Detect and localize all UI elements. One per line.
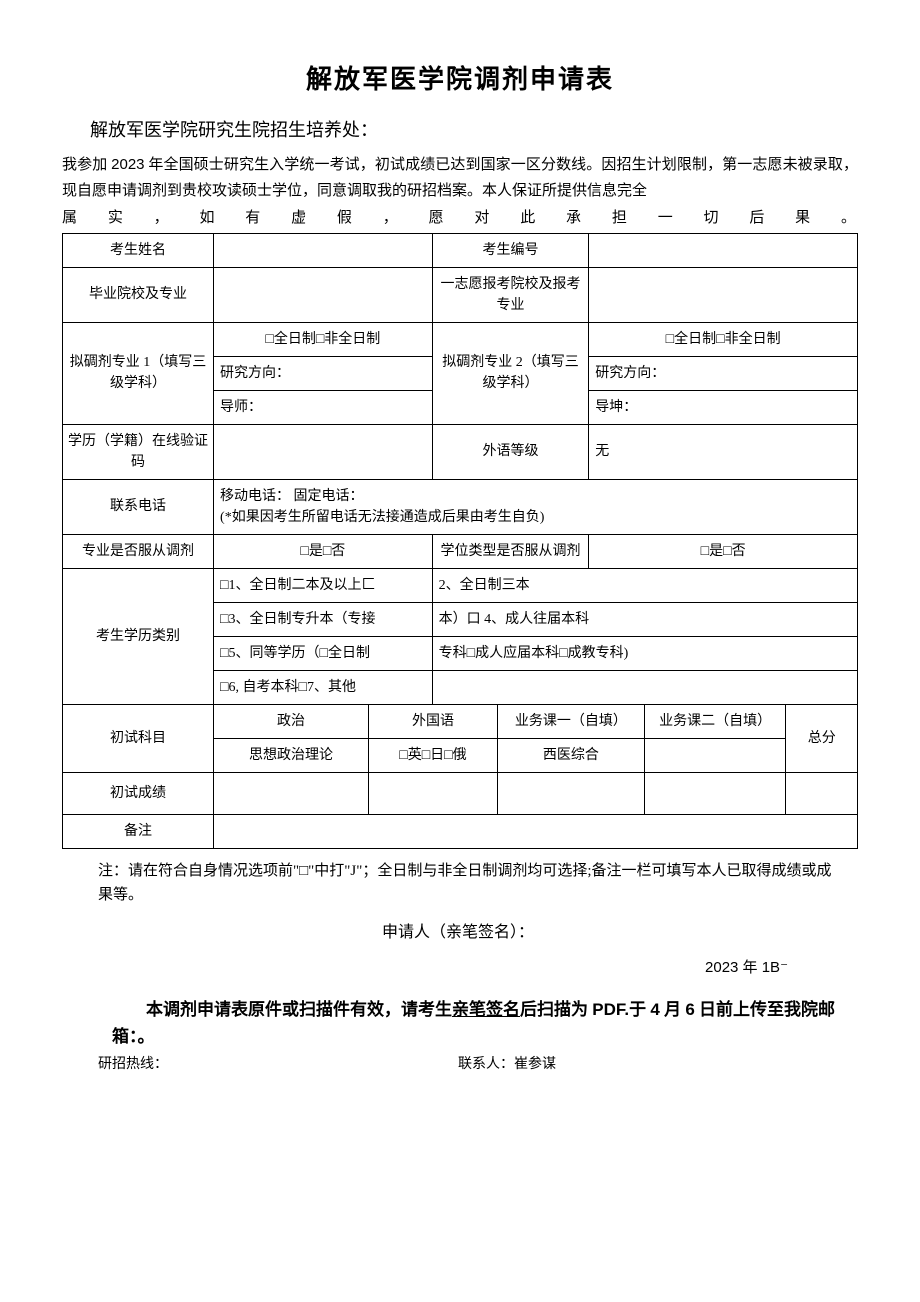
lbl-major2: 拟碉剂专业 2（填写三级学科） — [432, 322, 589, 424]
lbl-foreign: 外国语 — [369, 704, 498, 738]
field-tutor2[interactable]: 导坤： — [589, 390, 858, 424]
contact-line: 研招热线： 联系人：崔参谋 — [62, 1054, 858, 1075]
opt-obey-degree[interactable]: □是□否 — [589, 534, 858, 568]
final-underline: 亲笔签名 — [452, 1000, 520, 1019]
intro-year: 2023 — [111, 156, 144, 173]
field-remark[interactable] — [214, 814, 858, 848]
score-course2[interactable] — [644, 772, 786, 814]
final-p3: 于 — [629, 1000, 650, 1019]
final-d2: 6 — [685, 1000, 694, 1019]
application-form-table: 考生姓名 考生编号 毕业院校及专业 一志愿报考院校及报考专业 拟碉剂专业 1（填… — [62, 233, 858, 849]
field-name[interactable] — [214, 233, 433, 267]
field-direction2[interactable]: 研究方向： — [589, 356, 858, 390]
lbl-firstchoice: 一志愿报考院校及报考专业 — [432, 267, 589, 322]
final-p2: 后扫描为 — [520, 1000, 592, 1019]
field-examno[interactable] — [589, 233, 858, 267]
val-foreign[interactable]: □英□日□俄 — [369, 738, 498, 772]
date-line: 2023 年 1B⁻ — [62, 957, 858, 980]
lbl-examno: 考生编号 — [432, 233, 589, 267]
opt-obey-major[interactable]: □是□否 — [214, 534, 433, 568]
lbl-name: 考生姓名 — [63, 233, 214, 267]
field-langlevel[interactable]: 无 — [589, 424, 858, 479]
val-politics: 思想政治理论 — [214, 738, 369, 772]
edu-r4b[interactable] — [432, 670, 857, 704]
contact-hotline: 研招热线： — [98, 1054, 458, 1075]
field-eduverify[interactable] — [214, 424, 433, 479]
phone-note: (*如果因考生所留电话无法接通造成后果由考生自负) — [220, 507, 853, 528]
field-phone[interactable]: 移动电话： 固定电话： (*如果因考生所留电话无法接通造成后果由考生自负) — [214, 479, 858, 534]
lbl-total: 总分 — [786, 704, 858, 772]
lbl-phone: 联系电话 — [63, 479, 214, 534]
lbl-eduverify: 学历（学籍）在线验证码 — [63, 424, 214, 479]
score-total[interactable] — [786, 772, 858, 814]
lbl-politics: 政治 — [214, 704, 369, 738]
lbl-obey-major: 专业是否服从调剂 — [63, 534, 214, 568]
score-politics[interactable] — [214, 772, 369, 814]
opt-fulltime1[interactable]: □全日制□非全日制 — [214, 322, 433, 356]
phone-val: 移动电话： 固定电话： — [220, 486, 853, 507]
intro-paragraph: 我参加 2023 年全国硕士研究生入学统一考试，初试成绩已达到国家一区分数线。因… — [62, 152, 858, 231]
lbl-langlevel: 外语等级 — [432, 424, 589, 479]
final-p4: 月 — [660, 1000, 686, 1019]
field-tutor1[interactable]: 导师： — [214, 390, 433, 424]
edu-r1b[interactable]: 2、全日制三本 — [432, 568, 857, 602]
final-instruction: 本调剂申请表原件或扫描件有效，请考生亲笔签名后扫描为 PDF.于 4 月 6 日… — [62, 997, 858, 1050]
intro-prefix: 我参加 — [62, 157, 111, 173]
final-d1: 4 — [650, 1000, 659, 1019]
score-foreign[interactable] — [369, 772, 498, 814]
edu-r2b[interactable]: 本）口 4、成人往届本科 — [432, 602, 857, 636]
intro-last: 属实，如有虚假，愿对此承担一切后果。 — [62, 205, 858, 231]
contact-person: 联系人：崔参谋 — [458, 1054, 556, 1075]
edu-r1a[interactable]: □1、全日制二本及以上匚 — [214, 568, 433, 602]
lbl-exam: 初试科目 — [63, 704, 214, 772]
field-firstchoice[interactable] — [589, 267, 858, 322]
final-p1: 本调剂申请表原件或扫描件有效，请考生 — [146, 1000, 452, 1019]
footnote: 注：请在符合自身情况选项前"□"中打"J"；全日制与非全日制调剂均可选择;备注一… — [62, 859, 858, 907]
edu-r4[interactable]: □6, 自考本科□7、其他 — [214, 670, 433, 704]
field-direction1[interactable]: 研究方向： — [214, 356, 433, 390]
lbl-major1: 拟碉剂专业 1（填写三级学科） — [63, 322, 214, 424]
addressee: 解放军医学院研究生院招生培养处： — [62, 117, 858, 144]
lbl-obey-degree: 学位类型是否服从调剂 — [432, 534, 589, 568]
lbl-school: 毕业院校及专业 — [63, 267, 214, 322]
edu-r3a[interactable]: □5、同等学历（□全日制 — [214, 636, 433, 670]
val-course2[interactable] — [644, 738, 786, 772]
final-pdf: PDF. — [592, 1000, 629, 1019]
signature-line: 申请人（亲笔签名）： — [62, 921, 858, 945]
opt-fulltime2[interactable]: □全日制□非全日制 — [589, 322, 858, 356]
edu-r3b[interactable]: 专科□成人应届本科□成教专科) — [432, 636, 857, 670]
field-school[interactable] — [214, 267, 433, 322]
intro-mid: 年全国硕士研究生入学统一考试，初试成绩已达到国家一区分数线。因招生计划限制，第一… — [62, 157, 858, 199]
lbl-score: 初试成绩 — [63, 772, 214, 814]
lbl-remark: 备注 — [63, 814, 214, 848]
lbl-edutype: 考生学历类别 — [63, 568, 214, 704]
lbl-course2: 业务课二（自填） — [644, 704, 786, 738]
val-course1: 西医综合 — [497, 738, 644, 772]
edu-r2a[interactable]: □3、全日制专升本（专接 — [214, 602, 433, 636]
lbl-course1: 业务课一（自填） — [497, 704, 644, 738]
page-title: 解放军医学院调剂申请表 — [62, 60, 858, 99]
score-course1[interactable] — [497, 772, 644, 814]
